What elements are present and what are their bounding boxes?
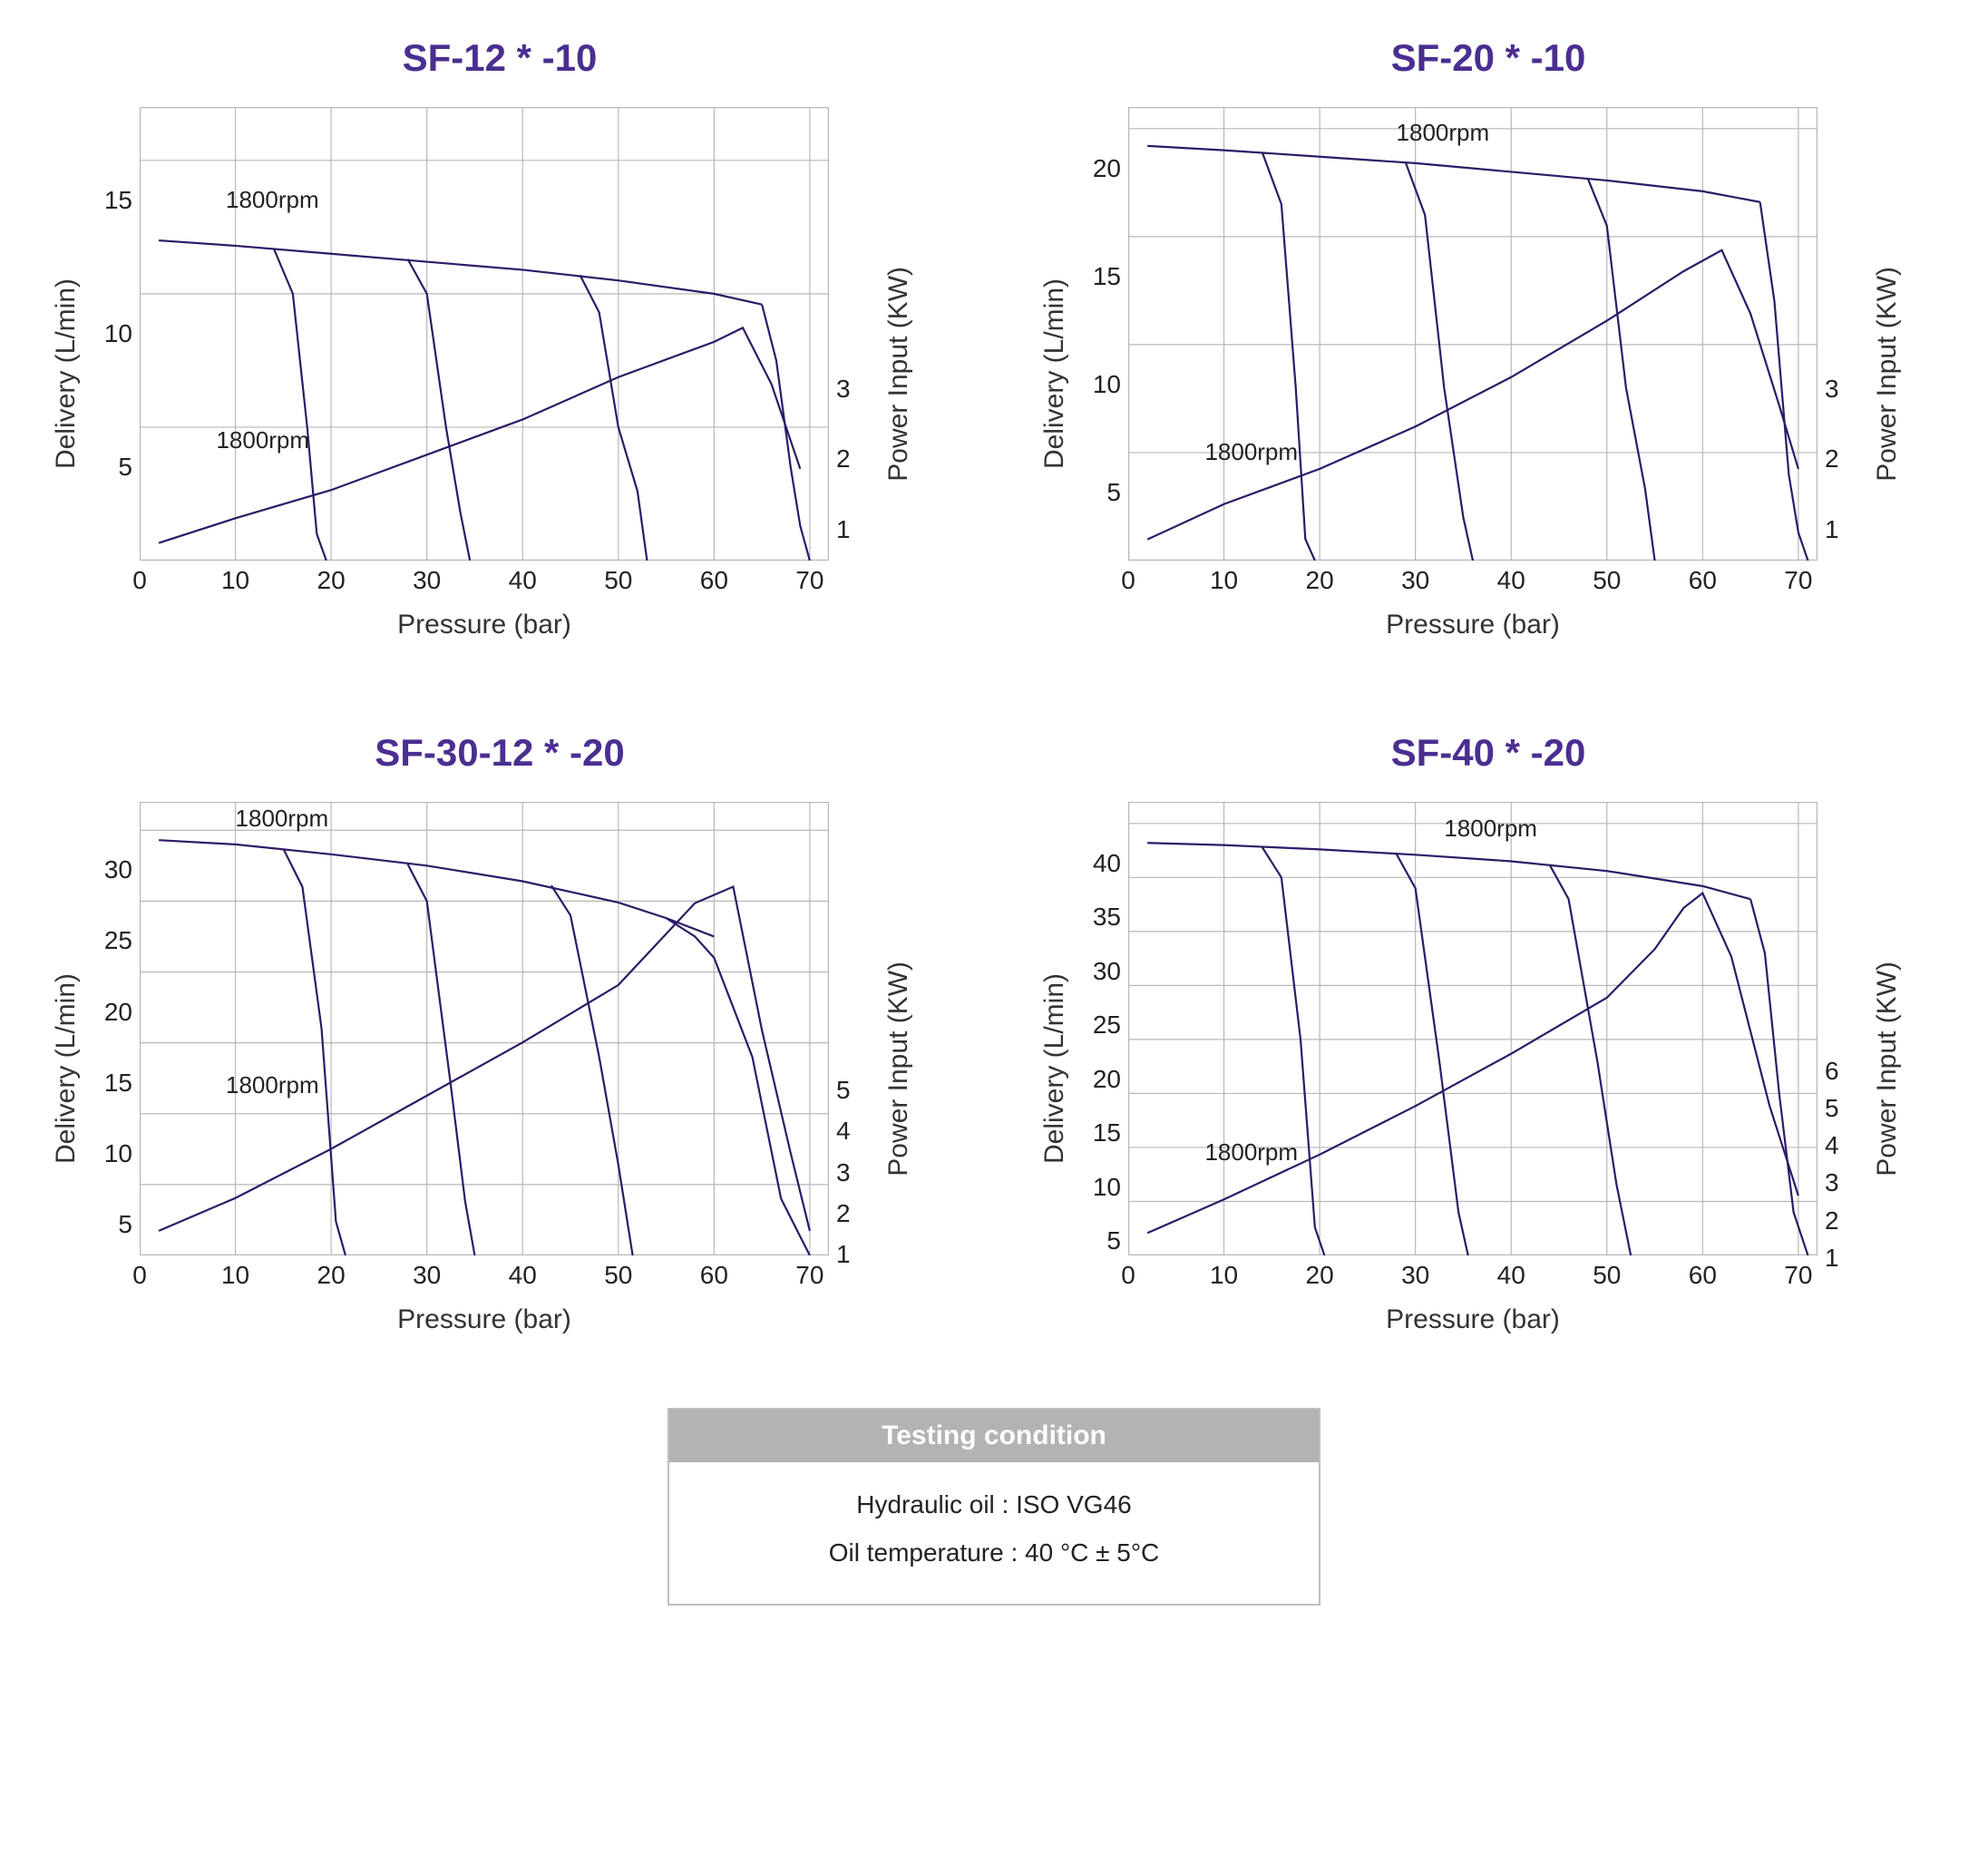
chart-0: SF-12 * -10 Delivery (L/min) 51015 1800r…	[42, 36, 958, 640]
xticks-1: 010203040506070	[1128, 561, 1817, 593]
yticks-right-2: 12345	[829, 842, 878, 1295]
yticks-left-2: 51015202530	[91, 842, 140, 1295]
plot-wrap-3: 1800rpm 1800rpm 010203040506070 Pressure…	[1128, 802, 1817, 1335]
plot-wrap-2: 1800rpm 1800rpm 010203040506070 Pressure…	[140, 802, 829, 1335]
testing-condition-box: Testing condition Hydraulic oil : ISO VG…	[668, 1408, 1320, 1606]
chart-plot-1	[1128, 107, 1817, 561]
chart-title-0: SF-12 * -10	[42, 36, 958, 80]
testing-condition-header: Testing condition	[669, 1410, 1319, 1462]
chart-title-1: SF-20 * -10	[1030, 36, 1946, 80]
yticks-left-3: 510152025303540	[1079, 842, 1128, 1295]
xlabel-0: Pressure (bar)	[140, 610, 829, 640]
yticks-left-0: 51015	[91, 147, 140, 601]
ylabel-right-0: Power Input (KW)	[878, 267, 936, 482]
chart-grid: SF-12 * -10 Delivery (L/min) 51015 1800r…	[42, 36, 1946, 1335]
yticks-right-3: 123456	[1817, 842, 1866, 1295]
plot-wrap-0: 1800rpm 1800rpm 010203040506070 Pressure…	[140, 107, 829, 640]
ylabel-right-2: Power Input (KW)	[878, 962, 936, 1177]
chart-2: SF-30-12 * -20 Delivery (L/min) 51015202…	[42, 731, 958, 1335]
ylabel-left-0: Delivery (L/min)	[42, 278, 91, 469]
xticks-3: 010203040506070	[1128, 1255, 1817, 1288]
rpm-label-power-3: 1800rpm	[1204, 1138, 1298, 1167]
rpm-label-power-2: 1800rpm	[226, 1071, 319, 1099]
testing-condition-body: Hydraulic oil : ISO VG46 Oil temperature…	[669, 1462, 1319, 1604]
ylabel-left-3: Delivery (L/min)	[1030, 973, 1079, 1164]
rpm-label-delivery-2: 1800rpm	[236, 805, 329, 833]
xlabel-1: Pressure (bar)	[1128, 610, 1817, 640]
rpm-label-power-1: 1800rpm	[1204, 438, 1298, 466]
xticks-0: 010203040506070	[140, 561, 829, 593]
ylabel-right-3: Power Input (KW)	[1866, 962, 1925, 1177]
xticks-2: 010203040506070	[140, 1255, 829, 1288]
chart-plot-2	[140, 802, 829, 1255]
rpm-label-delivery-3: 1800rpm	[1444, 815, 1537, 843]
rpm-label-delivery-0: 1800rpm	[226, 186, 319, 214]
ylabel-right-1: Power Input (KW)	[1866, 267, 1925, 482]
yticks-right-1: 123	[1817, 147, 1866, 601]
chart-3: SF-40 * -20 Delivery (L/min) 51015202530…	[1030, 731, 1946, 1335]
yticks-right-0: 123	[829, 147, 878, 601]
rpm-label-power-0: 1800rpm	[216, 426, 309, 454]
chart-plot-3	[1128, 802, 1817, 1255]
yticks-left-1: 5101520	[1079, 147, 1128, 601]
chart-1: SF-20 * -10 Delivery (L/min) 5101520 180…	[1030, 36, 1946, 640]
ylabel-left-2: Delivery (L/min)	[42, 973, 91, 1164]
plot-wrap-1: 1800rpm 1800rpm 010203040506070 Pressure…	[1128, 107, 1817, 640]
rpm-label-delivery-1: 1800rpm	[1397, 119, 1490, 147]
chart-title-3: SF-40 * -20	[1030, 731, 1946, 775]
chart-title-2: SF-30-12 * -20	[42, 731, 958, 775]
chart-plot-0	[140, 107, 829, 561]
ylabel-left-1: Delivery (L/min)	[1030, 278, 1079, 469]
xlabel-3: Pressure (bar)	[1128, 1304, 1817, 1335]
cond-line-2: Oil temperature : 40 °C ± 5°C	[669, 1528, 1319, 1577]
cond-line-1: Hydraulic oil : ISO VG46	[669, 1480, 1319, 1528]
xlabel-2: Pressure (bar)	[140, 1304, 829, 1335]
